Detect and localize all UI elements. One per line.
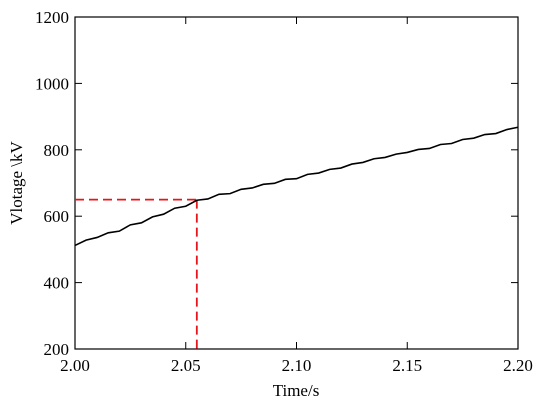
x-tick-label: 2.10 [282, 356, 312, 375]
y-tick-label: 1200 [35, 8, 69, 27]
y-tick-label: 1000 [35, 74, 69, 93]
plot-frame [74, 16, 519, 350]
x-tick-label: 2.15 [392, 356, 422, 375]
data-line [74, 126, 519, 247]
x-axis-label: Time/s [273, 381, 320, 400]
y-tick-label: 400 [44, 274, 70, 293]
x-tick-label: 2.00 [60, 356, 90, 375]
y-tick-label: 200 [44, 340, 70, 359]
x-tick-label: 2.20 [503, 356, 533, 375]
y-axis-label: Vlotage \kV [7, 141, 26, 225]
y-tick-label: 600 [44, 207, 70, 226]
y-tick-label: 800 [44, 141, 70, 160]
x-tick-label: 2.05 [171, 356, 201, 375]
